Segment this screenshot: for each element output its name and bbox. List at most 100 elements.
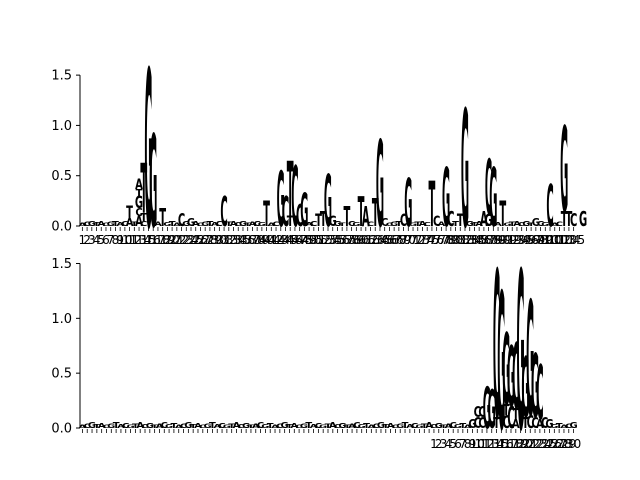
x-tick-label: 64 xyxy=(372,233,387,247)
x-tick-label: 70 xyxy=(401,233,416,247)
logo-letter: A xyxy=(194,422,202,430)
logo-letter: A xyxy=(536,417,544,431)
logo-letter: A xyxy=(116,222,125,228)
x-tick-label: 21 xyxy=(523,437,538,451)
logo-letter: G xyxy=(184,422,192,431)
logo-letter: T xyxy=(140,149,147,230)
x-tick-label: 24 xyxy=(183,233,198,247)
logo-letter: T xyxy=(499,193,506,234)
x-tick-label: 24 xyxy=(537,437,552,451)
x-tick-label: 16 xyxy=(499,437,514,451)
logo-letter: C xyxy=(296,199,303,234)
x-tick-label: 104 xyxy=(557,233,580,247)
logo-letter: T xyxy=(325,422,332,430)
x-tick-label: 69 xyxy=(396,233,411,247)
logo-letter: T xyxy=(344,424,352,429)
logo-letter: G xyxy=(390,220,399,227)
x-tick-label: 13 xyxy=(484,437,499,451)
logo-letter: G xyxy=(261,423,269,429)
x-tick-label: 57 xyxy=(339,233,354,247)
logo-letter: G xyxy=(163,222,171,228)
x-tick-label: 87 xyxy=(481,233,496,247)
x-tick-label: 50 xyxy=(306,233,321,247)
logo-letter: C xyxy=(218,422,225,430)
logo-letter: T xyxy=(113,422,121,431)
y-tick-label: 1.0 xyxy=(51,312,72,327)
logo-letter: A xyxy=(438,220,447,227)
logo-letter: T xyxy=(159,204,166,233)
logo-letter: G xyxy=(329,213,337,229)
logo-letter: G xyxy=(442,153,450,246)
x-tick-label: 97 xyxy=(528,233,543,247)
logo-letter: C xyxy=(121,220,128,228)
logo-letter: G xyxy=(165,423,173,429)
logo-letter: G xyxy=(507,329,515,426)
logo-letter: A xyxy=(551,222,559,227)
x-tick-label: 60 xyxy=(353,233,368,247)
logo-letter: T xyxy=(320,207,327,231)
logo-letter: T xyxy=(151,424,159,429)
logo-letter: C xyxy=(381,217,389,230)
logo-letter: G xyxy=(415,424,423,429)
x-tick-label: 17 xyxy=(503,437,518,451)
logo-letter: C xyxy=(282,189,289,237)
logo-letter: C xyxy=(140,220,147,228)
logo-letter: A xyxy=(135,213,143,229)
x-tick-label: 26 xyxy=(547,437,562,451)
x-tick-label: 54 xyxy=(325,233,340,247)
logo-letter: C xyxy=(447,207,454,231)
logo-letter: G xyxy=(485,211,493,230)
x-tick-label: 88 xyxy=(486,233,501,247)
x-tick-label: 83 xyxy=(462,233,477,247)
logo-letter: C xyxy=(474,404,481,422)
x-tick-label: 25 xyxy=(542,437,557,451)
logo-letter: G xyxy=(333,220,341,228)
logo-letter: G xyxy=(521,340,529,437)
x-tick-label: 22 xyxy=(527,437,542,451)
logo-letter: A xyxy=(211,222,220,228)
logo-letter: A xyxy=(97,220,105,228)
logo-letter: C xyxy=(83,220,90,227)
logo-letter: T xyxy=(471,222,479,228)
logo-letter: T xyxy=(440,424,448,429)
logo-letter: C xyxy=(493,229,500,465)
logo-letter: C xyxy=(512,325,519,430)
logo-letter: T xyxy=(556,422,563,430)
x-tick-label: 103 xyxy=(553,233,576,247)
x-tick-label: 43 xyxy=(273,233,288,247)
x-tick-label: 92 xyxy=(505,233,520,247)
x-tick-label: 4 xyxy=(445,437,453,451)
logo-letter: T xyxy=(112,220,119,228)
logo-letter: A xyxy=(513,220,521,228)
x-tick-label: 31 xyxy=(216,233,231,247)
logo-letter: C xyxy=(400,211,407,230)
x-tick-label: 11 xyxy=(474,437,489,451)
logo-letter: C xyxy=(216,220,223,228)
x-tick-label: 41 xyxy=(264,233,279,247)
x-tick-label: 20 xyxy=(164,233,179,247)
x-tick-label: 51 xyxy=(311,233,326,247)
logo-letter: T xyxy=(566,207,573,231)
logo-letter: T xyxy=(343,201,350,233)
x-tick-label: 8 xyxy=(464,437,472,451)
x-tick-label: 1 xyxy=(79,233,87,247)
x-tick-label: 58 xyxy=(344,233,359,247)
logo-letter: A xyxy=(475,220,483,228)
logo-letter: C xyxy=(135,207,143,220)
logo-letter: G xyxy=(281,422,289,431)
logo-letter: T xyxy=(372,190,379,235)
x-tick-label: 16 xyxy=(146,233,161,247)
logo-letter: C xyxy=(334,423,341,429)
x-tick-label: 35 xyxy=(235,233,250,247)
logo-letter: C xyxy=(199,424,207,429)
x-tick-label: 86 xyxy=(476,233,491,247)
logo-letter: T xyxy=(512,406,519,424)
x-tick-label: 3 xyxy=(88,233,96,247)
logo-letter: C xyxy=(367,220,374,227)
x-tick-label: 18 xyxy=(155,233,170,247)
logo-letter: G xyxy=(396,422,404,430)
x-tick-label: 71 xyxy=(405,233,420,247)
logo-letter: T xyxy=(136,188,143,199)
logo-letter: A xyxy=(136,422,144,431)
x-tick-label: 45 xyxy=(283,233,298,247)
